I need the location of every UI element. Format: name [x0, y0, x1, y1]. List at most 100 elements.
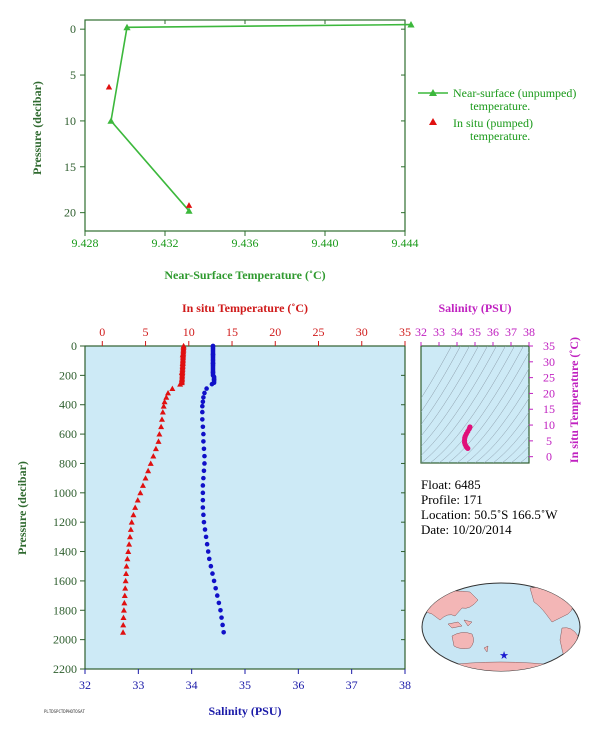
- temperature-point: [130, 511, 137, 518]
- pressure-tick-label: 600: [59, 427, 77, 441]
- land-australia: [451, 632, 474, 649]
- ts-y-tick-label: 25: [543, 371, 555, 385]
- ts-x-tick-label: 34: [451, 325, 463, 339]
- temperature-point: [123, 563, 130, 569]
- density-contour: [421, 346, 470, 425]
- ts-y-tick-label: 0: [546, 450, 552, 464]
- temperature-point: [147, 460, 154, 466]
- salinity-point: [200, 505, 206, 510]
- profile-ticks: 0 5 10 15 20 25 30 35 32 33 34 35 36 37 38 0 200 400 600 80…: [53, 325, 411, 692]
- temperature-point: [126, 533, 133, 540]
- sal-tick-label: 34: [186, 678, 198, 692]
- density-contour: [421, 346, 479, 437]
- unpumped-point: [123, 23, 131, 31]
- land-south-america: [559, 627, 579, 663]
- temperature-point: [128, 519, 135, 525]
- density-contour: [510, 446, 529, 463]
- ts-x-tick-label: 32: [415, 325, 427, 339]
- near-surface-y-label: Pressure (decibar): [30, 81, 44, 175]
- temp-tick-label: 25: [313, 325, 325, 339]
- y-tick-label: 10: [64, 114, 76, 128]
- temperature-point: [125, 548, 132, 554]
- profile-y-label: Pressure (decibar): [15, 461, 29, 555]
- temperature-point: [124, 555, 131, 562]
- temperature-point: [120, 629, 127, 635]
- ts-x-tick-label: 37: [505, 325, 517, 339]
- legend-label-pumped-2: temperature.: [470, 129, 530, 143]
- temperature-point: [142, 475, 149, 481]
- ts-y-tick-label: 10: [543, 418, 555, 432]
- density-contour: [456, 368, 529, 463]
- temperature-point: [145, 467, 152, 474]
- near-surface-x-label: Near-Surface Temperature (˚C): [164, 268, 325, 282]
- temperature-point: [126, 541, 133, 547]
- x-tick-label: 9.440: [312, 236, 339, 250]
- density-contour: [501, 435, 529, 463]
- float-position-star-icon: ★: [499, 649, 509, 662]
- unpumped-point: [107, 117, 115, 124]
- ts-density-contours: [421, 346, 529, 463]
- profile-date: Date: 10/20/2014: [421, 522, 512, 537]
- temperature-point: [150, 453, 157, 459]
- sal-tick-label: 33: [132, 678, 144, 692]
- salinity-point: [210, 571, 215, 576]
- temperature-point: [159, 409, 166, 415]
- near-surface-series: [105, 20, 415, 214]
- density-contour: [492, 424, 529, 463]
- temperature-point: [163, 394, 170, 400]
- salinity-point-dense: [211, 380, 217, 386]
- ts-x-tick-label: 38: [523, 325, 535, 339]
- pressure-tick-label: 1600: [53, 574, 77, 588]
- unpumped-point: [407, 20, 415, 28]
- y-tick-label: 20: [64, 206, 76, 220]
- sal-tick-label: 37: [346, 678, 358, 692]
- density-contour: [474, 397, 529, 463]
- temperature-point: [137, 489, 144, 496]
- pressure-tick-label: 200: [59, 368, 77, 382]
- salinity-point: [216, 600, 222, 606]
- density-contour: [429, 346, 515, 463]
- density-contour: [519, 455, 529, 463]
- pressure-tick-label: 400: [59, 398, 77, 412]
- salinity-point: [218, 607, 223, 613]
- salinity-point: [221, 629, 226, 635]
- profile-temperature-label: In situ Temperature (˚C): [182, 301, 308, 315]
- legend-marker-unpumped: [429, 89, 437, 96]
- land-new-zealand: [483, 645, 489, 653]
- pressure-tick-label: 800: [59, 456, 77, 470]
- salinity-point: [206, 556, 212, 562]
- ts-point: [465, 445, 471, 452]
- density-contour: [438, 346, 524, 463]
- land-indonesia: [447, 619, 473, 629]
- legend-label-pumped-1: In situ (pumped): [453, 116, 533, 130]
- near-surface-legend: Near-surface (unpumped) temperature. In …: [418, 86, 576, 143]
- pressure-tick-label: 2200: [53, 662, 77, 676]
- salinity-point: [204, 386, 209, 391]
- salinity-point: [214, 593, 220, 598]
- pressure-tick-label: 1200: [53, 515, 77, 529]
- temperature-point: [139, 482, 146, 488]
- temp-tick-label: 20: [269, 325, 281, 339]
- ts-y-label: In situ Temperature (˚C): [567, 337, 581, 463]
- temperature-point: [120, 607, 127, 613]
- temperature-point: [122, 585, 129, 591]
- salinity-point: [201, 512, 206, 518]
- temperature-point: [155, 438, 162, 444]
- temperature-point: [158, 423, 165, 430]
- x-tick-label: 9.436: [232, 236, 259, 250]
- salinity-point: [219, 615, 224, 620]
- density-contour: [465, 383, 529, 463]
- salinity-point: [203, 534, 209, 540]
- density-contour: [483, 411, 529, 463]
- float-info: Float: 6485 Profile: 171 Location: 50.5˚…: [421, 477, 558, 537]
- salinity-point: [204, 541, 210, 547]
- ts-y-tick-label: 15: [543, 402, 555, 416]
- salinity-series: [200, 343, 226, 635]
- pressure-tick-label: 0: [71, 339, 77, 353]
- temperature-point: [132, 504, 139, 510]
- density-contour: [528, 462, 529, 463]
- ts-y-tick-label: 5: [546, 434, 552, 448]
- temperature-series: [120, 343, 187, 635]
- unpumped-line: [110, 23, 412, 212]
- profile-plot: 0 5 10 15 20 25 30 35 32 33 34 35 36 37 38 0 200 400 600 80…: [15, 301, 411, 718]
